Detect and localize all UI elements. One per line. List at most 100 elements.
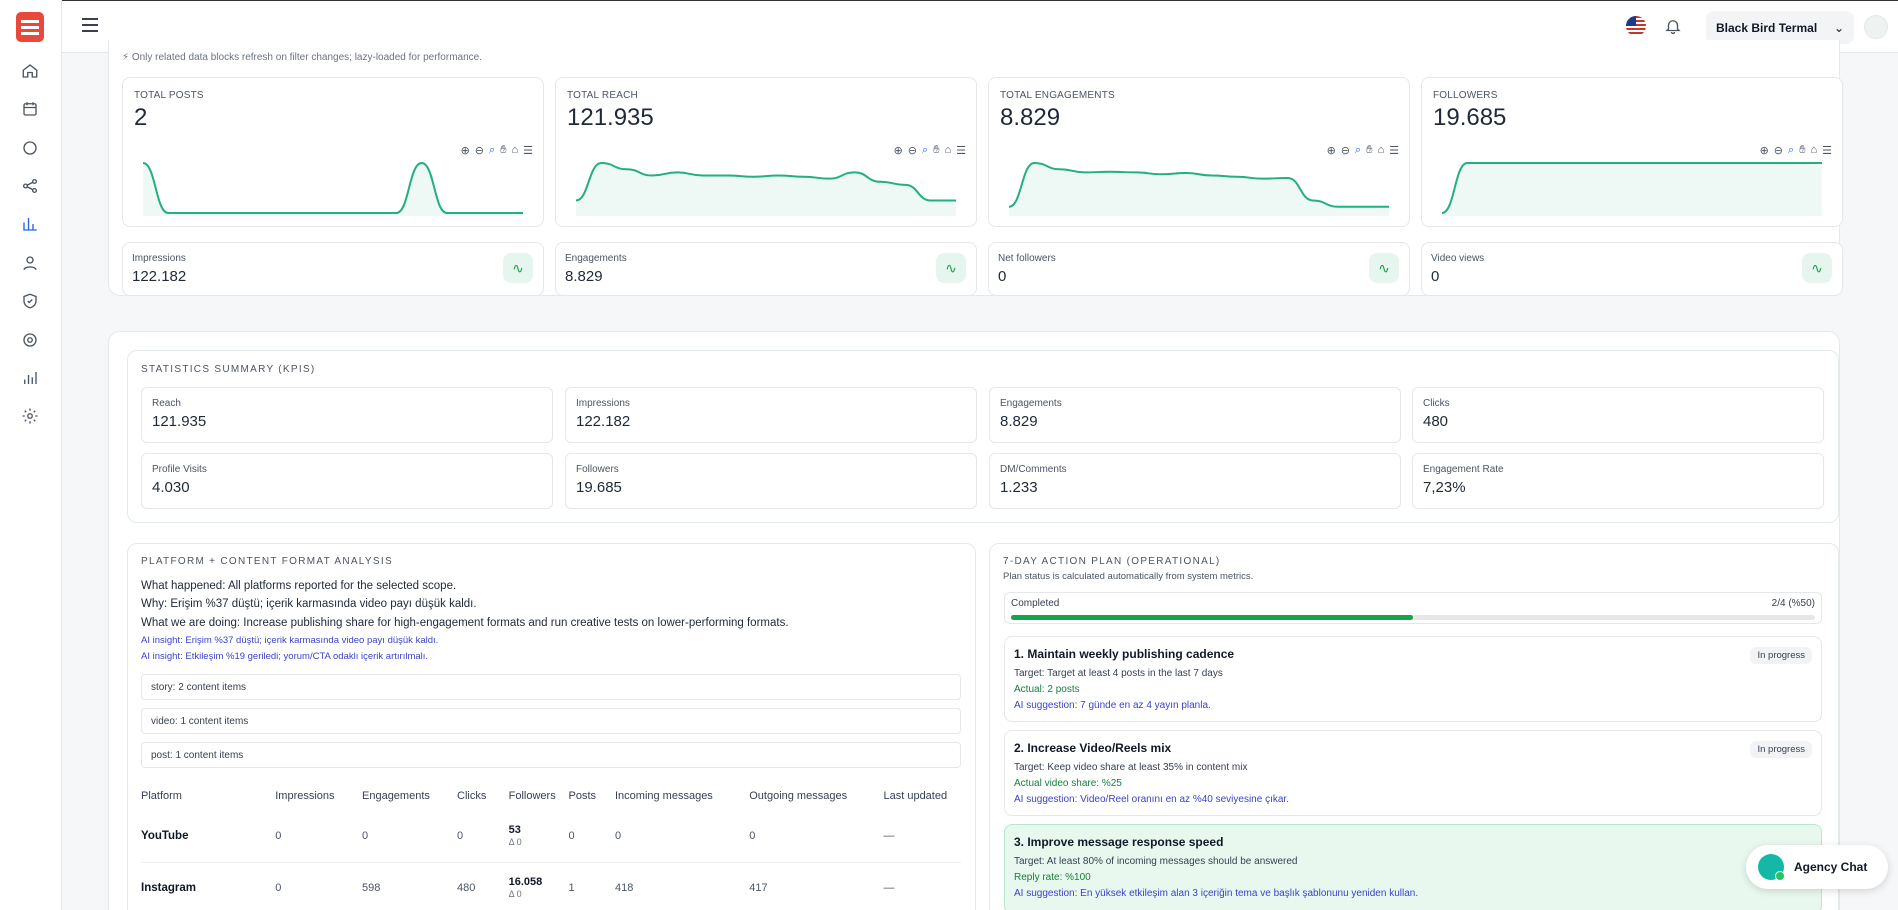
kpi-value: 121.935 xyxy=(152,413,207,430)
progress-fill xyxy=(1011,615,1413,620)
cell-updated: — xyxy=(883,810,961,863)
zoom-out-icon[interactable]: ⊖ xyxy=(1773,145,1784,157)
zoom-out-icon[interactable]: ⊖ xyxy=(1340,145,1351,157)
menu-icon[interactable]: ☰ xyxy=(1389,145,1399,157)
activity-icon[interactable]: ∿ xyxy=(503,253,533,283)
user-icon[interactable] xyxy=(19,252,41,274)
zoom-in-icon[interactable]: ⊕ xyxy=(893,145,903,157)
status-badge: In progress xyxy=(1750,741,1812,758)
cell-outgoing: 0 xyxy=(749,810,884,863)
action-item[interactable]: 1. Maintain weekly publishing cadence In … xyxy=(1004,636,1822,722)
pan-icon[interactable]: ✋︎ xyxy=(500,144,507,156)
us-flag-icon[interactable] xyxy=(1626,16,1646,36)
zoom-in-icon[interactable]: ⊕ xyxy=(460,145,470,157)
kpi-value: 4.030 xyxy=(152,479,190,496)
chat-icon[interactable] xyxy=(19,137,41,159)
action-suggestion: AI suggestion: En yüksek etkileşim alan … xyxy=(1014,888,1419,899)
support-icon[interactable] xyxy=(19,329,41,351)
gear-icon[interactable] xyxy=(19,405,41,427)
cell-impressions: 0 xyxy=(275,862,362,910)
agency-chat-button[interactable]: Agency Chat xyxy=(1746,845,1888,889)
home-reset-icon[interactable]: ⌂ xyxy=(1377,144,1385,156)
search-icon[interactable]: ⌕ xyxy=(922,144,929,156)
chat-bubble-icon xyxy=(1758,854,1785,881)
cell-updated: — xyxy=(883,862,961,910)
reports-icon[interactable] xyxy=(19,367,41,389)
chart-toolbar: ⊕ ⊖ ⌕ ✋︎ ⌂ ☰ xyxy=(461,144,533,157)
search-icon[interactable]: ⌕ xyxy=(1788,144,1795,156)
zoom-in-icon[interactable]: ⊕ xyxy=(1326,145,1336,157)
summary-label: Net followers xyxy=(998,253,1056,264)
activity-icon[interactable]: ∿ xyxy=(936,253,966,283)
home-reset-icon[interactable]: ⌂ xyxy=(511,144,519,156)
kpi-tile: Engagements 8.829 xyxy=(989,387,1401,443)
progress-track xyxy=(1011,615,1815,620)
brand-logo[interactable] xyxy=(16,12,44,42)
kpi-tile: Reach 121.935 xyxy=(141,387,553,443)
action-target: Target: Keep video share at least 35% in… xyxy=(1014,762,1248,773)
table-header[interactable]: Impressions xyxy=(275,790,335,802)
table-header[interactable]: Followers xyxy=(508,790,556,802)
refresh-note-text: Only related data blocks refresh on filt… xyxy=(131,52,482,63)
format-row-story: story: 2 content items xyxy=(141,674,961,700)
action-item[interactable]: 3. Improve message response speed Target:… xyxy=(1004,824,1822,910)
home-reset-icon[interactable]: ⌂ xyxy=(944,144,952,156)
metric-card: TOTAL ENGAGEMENTS 8.829 ⊕ ⊖ ⌕ ✋︎ ⌂ ☰ xyxy=(988,77,1410,227)
zoom-out-icon[interactable]: ⊖ xyxy=(474,145,485,157)
zoom-in-icon[interactable]: ⊕ xyxy=(1759,145,1769,157)
menu-icon[interactable] xyxy=(82,18,98,32)
table-row[interactable]: Instagram 0 598 480 16.058 Δ 0 1 418 417— xyxy=(141,862,961,910)
metric-value: 8.829 xyxy=(1000,104,1061,131)
metric-card: FOLLOWERS 19.685 ⊕ ⊖ ⌕ ✋︎ ⌂ ☰ xyxy=(1421,77,1843,227)
kpi-tile: Profile Visits 4.030 xyxy=(141,453,553,509)
table-row[interactable]: YouTube 0 0 0 53 Δ 0 0 0 0— xyxy=(141,810,961,863)
search-icon[interactable]: ⌕ xyxy=(489,144,496,156)
analytics-icon[interactable] xyxy=(19,213,41,235)
avatar[interactable] xyxy=(1864,15,1888,39)
cell-clicks: 480 xyxy=(457,862,509,910)
cell-incoming: 0 xyxy=(614,810,750,863)
activity-icon[interactable]: ∿ xyxy=(1369,253,1399,283)
platform-table: Platform Impressions Engagements Clicks Foll… xyxy=(141,782,961,910)
table-header[interactable]: Outgoing messages xyxy=(749,790,848,802)
metric-card: TOTAL POSTS 2 ⊕ ⊖ ⌕ ✋︎ ⌂ ☰ xyxy=(122,77,544,227)
action-actual: Actual video share: %25 xyxy=(1014,778,1122,789)
activity-icon[interactable]: ∿ xyxy=(1802,253,1832,283)
bell-icon[interactable] xyxy=(1664,17,1682,35)
calendar-icon[interactable] xyxy=(19,98,41,120)
format-row-video: video: 1 content items xyxy=(141,708,961,734)
table-header[interactable]: Posts xyxy=(568,790,597,802)
table-header[interactable]: Clicks xyxy=(457,790,487,802)
table-header[interactable]: Platform xyxy=(141,790,182,802)
action-target: Target: At least 80% of incoming message… xyxy=(1014,856,1298,867)
account-switcher[interactable]: Black Bird Termal ⌄ xyxy=(1706,11,1854,44)
menu-icon[interactable]: ☰ xyxy=(1822,145,1832,157)
followers-value: 16.058 xyxy=(508,876,543,888)
action-item[interactable]: 2. Increase Video/Reels mix In progress Ta… xyxy=(1004,730,1822,816)
pan-icon[interactable]: ✋︎ xyxy=(1799,144,1806,156)
metric-label: TOTAL ENGAGEMENTS xyxy=(1000,90,1115,101)
metric-value: 2 xyxy=(134,104,148,131)
sparkline-area xyxy=(1442,163,1822,216)
table-header[interactable]: Last updated xyxy=(883,790,948,802)
followers-delta: Δ 0 xyxy=(508,836,522,847)
cell-followers: 16.058 Δ 0 xyxy=(508,862,569,910)
menu-icon[interactable]: ☰ xyxy=(956,145,966,157)
pan-icon[interactable]: ✋︎ xyxy=(933,144,940,156)
pan-icon[interactable]: ✋︎ xyxy=(1366,144,1373,156)
home-reset-icon[interactable]: ⌂ xyxy=(1810,144,1818,156)
share-icon[interactable] xyxy=(19,175,41,197)
metric-value: 121.935 xyxy=(567,104,654,131)
table-header[interactable]: Engagements xyxy=(362,790,430,802)
cell-incoming: 418 xyxy=(614,862,750,910)
menu-icon[interactable]: ☰ xyxy=(523,145,533,157)
summary-card: Engagements 8.829 ∿ xyxy=(555,242,977,296)
table-header[interactable]: Incoming messages xyxy=(614,790,713,802)
zoom-out-icon[interactable]: ⊖ xyxy=(907,145,918,157)
kpi-value: 7,23% xyxy=(1423,479,1466,496)
search-icon[interactable]: ⌕ xyxy=(1355,144,1362,156)
home-icon[interactable] xyxy=(19,60,41,82)
chart-toolbar: ⊕ ⊖ ⌕ ✋︎ ⌂ ☰ xyxy=(1327,144,1399,157)
sparkline-area xyxy=(1009,163,1389,216)
shield-icon[interactable] xyxy=(19,290,41,312)
